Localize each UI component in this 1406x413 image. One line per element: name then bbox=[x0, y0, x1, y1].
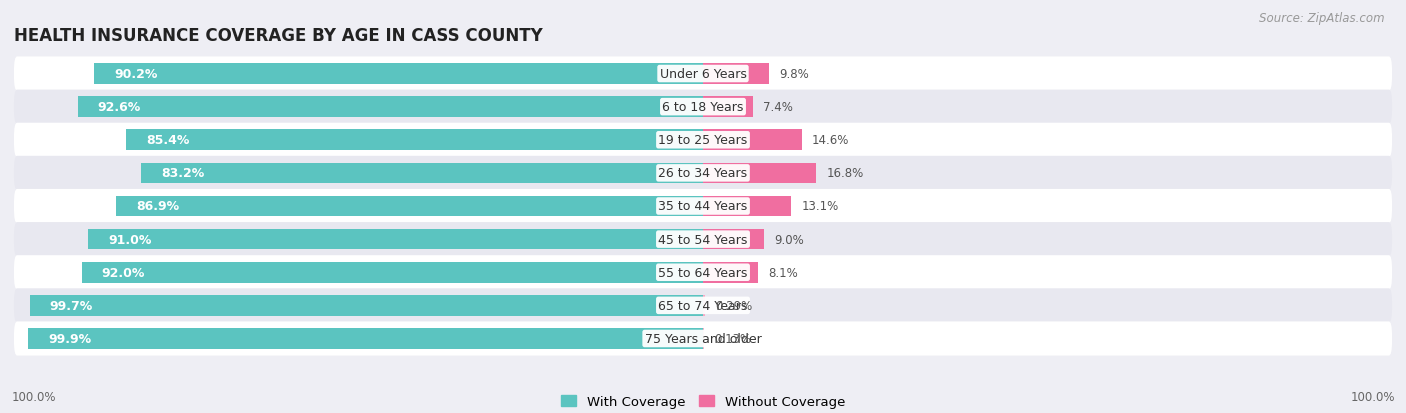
Text: Under 6 Years: Under 6 Years bbox=[659, 68, 747, 81]
FancyBboxPatch shape bbox=[14, 123, 1392, 157]
Text: 7.4%: 7.4% bbox=[763, 101, 793, 114]
Text: 85.4%: 85.4% bbox=[146, 134, 190, 147]
Text: 14.6%: 14.6% bbox=[811, 134, 849, 147]
Bar bbox=[703, 262, 758, 283]
Bar bbox=[77, 97, 703, 118]
Text: Source: ZipAtlas.com: Source: ZipAtlas.com bbox=[1260, 12, 1385, 25]
Text: 35 to 44 Years: 35 to 44 Years bbox=[658, 200, 748, 213]
Bar bbox=[89, 229, 703, 250]
Text: 91.0%: 91.0% bbox=[108, 233, 152, 246]
FancyBboxPatch shape bbox=[14, 57, 1392, 91]
Bar bbox=[703, 130, 801, 151]
Bar bbox=[703, 196, 792, 217]
Bar bbox=[28, 328, 703, 349]
Text: 65 to 74 Years: 65 to 74 Years bbox=[658, 299, 748, 312]
Text: 99.9%: 99.9% bbox=[48, 332, 91, 345]
Bar bbox=[141, 163, 703, 184]
FancyBboxPatch shape bbox=[14, 322, 1392, 356]
FancyBboxPatch shape bbox=[14, 289, 1392, 323]
Text: 83.2%: 83.2% bbox=[162, 167, 204, 180]
FancyBboxPatch shape bbox=[14, 90, 1392, 124]
Text: 99.7%: 99.7% bbox=[49, 299, 93, 312]
Bar bbox=[30, 295, 703, 316]
Text: 100.0%: 100.0% bbox=[11, 390, 56, 403]
Bar bbox=[703, 64, 769, 85]
Text: 90.2%: 90.2% bbox=[114, 68, 157, 81]
Text: 0.13%: 0.13% bbox=[714, 332, 751, 345]
Bar bbox=[94, 64, 703, 85]
Text: 8.1%: 8.1% bbox=[768, 266, 797, 279]
Text: 16.8%: 16.8% bbox=[827, 167, 863, 180]
Text: 13.1%: 13.1% bbox=[801, 200, 839, 213]
FancyBboxPatch shape bbox=[14, 223, 1392, 256]
Bar bbox=[703, 97, 754, 118]
Text: 86.9%: 86.9% bbox=[136, 200, 180, 213]
Text: 55 to 64 Years: 55 to 64 Years bbox=[658, 266, 748, 279]
Text: 92.6%: 92.6% bbox=[98, 101, 141, 114]
Text: HEALTH INSURANCE COVERAGE BY AGE IN CASS COUNTY: HEALTH INSURANCE COVERAGE BY AGE IN CASS… bbox=[14, 27, 543, 45]
Text: 45 to 54 Years: 45 to 54 Years bbox=[658, 233, 748, 246]
Text: 6 to 18 Years: 6 to 18 Years bbox=[662, 101, 744, 114]
Bar bbox=[703, 295, 704, 316]
Bar bbox=[127, 130, 703, 151]
Text: 92.0%: 92.0% bbox=[101, 266, 145, 279]
FancyBboxPatch shape bbox=[14, 256, 1392, 290]
Text: 26 to 34 Years: 26 to 34 Years bbox=[658, 167, 748, 180]
Text: 9.8%: 9.8% bbox=[779, 68, 808, 81]
FancyBboxPatch shape bbox=[14, 190, 1392, 223]
Text: 0.29%: 0.29% bbox=[716, 299, 752, 312]
FancyBboxPatch shape bbox=[14, 157, 1392, 190]
Bar bbox=[82, 262, 703, 283]
Bar bbox=[703, 163, 817, 184]
Legend: With Coverage, Without Coverage: With Coverage, Without Coverage bbox=[555, 390, 851, 413]
Text: 75 Years and older: 75 Years and older bbox=[644, 332, 762, 345]
Bar bbox=[117, 196, 703, 217]
Text: 9.0%: 9.0% bbox=[773, 233, 804, 246]
Text: 100.0%: 100.0% bbox=[1350, 390, 1395, 403]
Bar bbox=[703, 229, 763, 250]
Text: 19 to 25 Years: 19 to 25 Years bbox=[658, 134, 748, 147]
